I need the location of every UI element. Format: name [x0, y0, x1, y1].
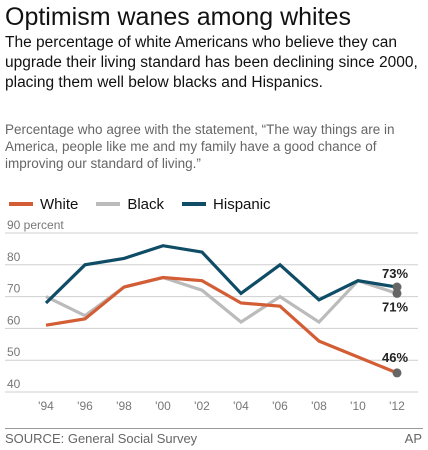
y-tick-label-90: 90 percent [7, 218, 64, 232]
x-tick-label-4: '02 [194, 399, 210, 413]
end-label-hispanic: 73% [382, 266, 408, 281]
x-tick-label-9: '12 [389, 399, 405, 413]
end-label-white: 46% [382, 350, 408, 365]
legend-item-black: Black [96, 196, 164, 213]
legend-swatch-white [9, 202, 33, 206]
legend-label-white: White [40, 195, 79, 213]
chart-subtitle: The percentage of white Americans who be… [5, 34, 418, 91]
y-tick-label-70: 70 [7, 282, 21, 296]
legend-item-hispanic: Hispanic [182, 196, 271, 213]
x-tick-label-1: '96 [77, 399, 93, 413]
y-tick-label-80: 80 [7, 250, 21, 264]
x-tick-label-7: '08 [311, 399, 327, 413]
survey-question-note: Percentage who agree with the statement,… [5, 122, 395, 171]
footer-divider [5, 428, 423, 429]
end-marker-white [392, 368, 402, 378]
legend-item-white: White [9, 196, 78, 213]
x-tick-label-5: '04 [233, 399, 249, 413]
legend-label-hispanic: Hispanic [213, 195, 271, 213]
x-tick-label-0: '94 [38, 399, 54, 413]
series-line-white [45, 275, 398, 375]
legend-swatch-black [96, 202, 121, 206]
series-line-hispanic [44, 244, 398, 305]
y-tick-label-60: 60 [7, 313, 21, 327]
credit: AP [404, 431, 422, 446]
x-tick-label-8: '10 [350, 399, 366, 413]
x-tick-label-3: '00 [155, 399, 171, 413]
y-tick-label-50: 50 [7, 345, 21, 359]
series-line-black [45, 275, 398, 325]
y-tick-label-40: 40 [7, 377, 21, 391]
chart-title: Optimism wanes among whites [5, 3, 351, 31]
legend: White Black Hispanic [9, 194, 289, 214]
source-note: SOURCE: General Social Survey [5, 431, 198, 446]
x-tick-label-2: '98 [116, 399, 132, 413]
legend-label-black: Black [127, 195, 165, 213]
end-marker-black [392, 288, 402, 298]
x-tick-label-6: '06 [272, 399, 288, 413]
end-marker-hispanic [392, 282, 402, 292]
end-label-black: 71% [382, 299, 408, 314]
legend-swatch-hispanic [182, 202, 207, 206]
